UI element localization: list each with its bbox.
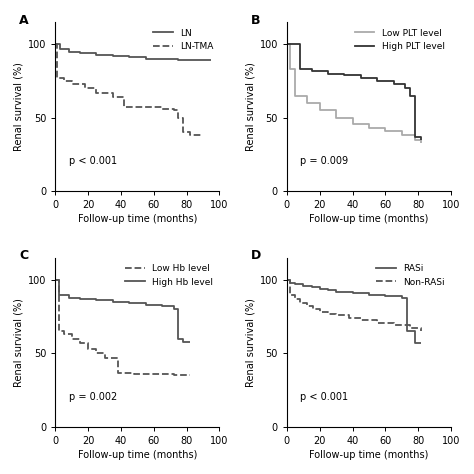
- Text: A: A: [19, 14, 29, 27]
- X-axis label: Follow-up time (months): Follow-up time (months): [309, 215, 428, 225]
- Legend: LN, LN-TMA: LN, LN-TMA: [151, 27, 215, 53]
- Text: D: D: [251, 249, 261, 262]
- Y-axis label: Renal survival (%): Renal survival (%): [246, 298, 255, 387]
- Legend: Low PLT level, High PLT level: Low PLT level, High PLT level: [353, 27, 447, 53]
- Text: p = 0.002: p = 0.002: [69, 392, 117, 401]
- Y-axis label: Renal survival (%): Renal survival (%): [14, 62, 24, 151]
- Text: p < 0.001: p < 0.001: [300, 392, 348, 401]
- Text: B: B: [251, 14, 260, 27]
- Legend: RASi, Non-RASi: RASi, Non-RASi: [374, 262, 447, 289]
- Y-axis label: Renal survival (%): Renal survival (%): [246, 62, 255, 151]
- X-axis label: Follow-up time (months): Follow-up time (months): [78, 215, 197, 225]
- Legend: Low Hb level, High Hb level: Low Hb level, High Hb level: [123, 262, 215, 289]
- Text: p = 0.009: p = 0.009: [300, 156, 348, 166]
- Text: C: C: [19, 249, 28, 262]
- X-axis label: Follow-up time (months): Follow-up time (months): [309, 450, 428, 460]
- Y-axis label: Renal survival (%): Renal survival (%): [14, 298, 24, 387]
- X-axis label: Follow-up time (months): Follow-up time (months): [78, 450, 197, 460]
- Text: p < 0.001: p < 0.001: [69, 156, 117, 166]
